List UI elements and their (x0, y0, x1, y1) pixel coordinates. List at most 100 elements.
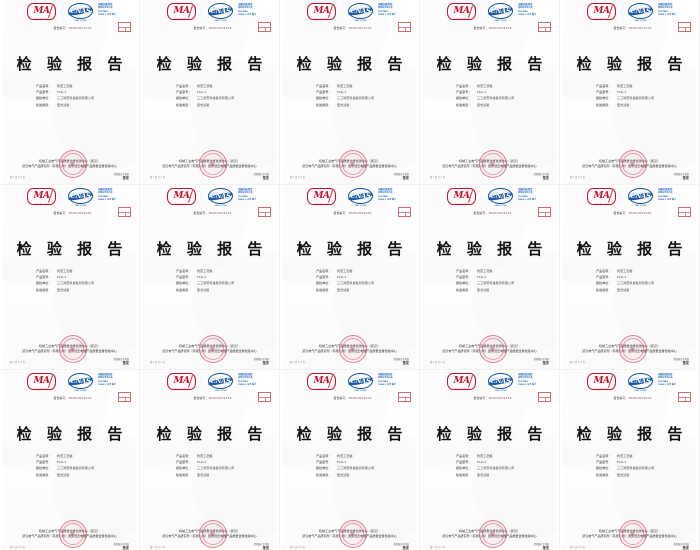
signature-label: 签发 (542, 546, 549, 550)
ma-logo-icon: MA 中国计量认证标志 (447, 3, 476, 21)
accreditation-line-1: 中国合格评定 (238, 3, 253, 6)
certificate-thumbnail[interactable]: MA 中国计量认证标志 CNAS CNAS 认可标识 中国合格评定 国家认可委员… (420, 185, 560, 370)
info-row: 产品型号： FLG-1 (176, 275, 234, 279)
ma-logo-subtext: 中国计量认证标志 (454, 390, 469, 391)
accreditation-line-2: 国家认可委员会 (658, 192, 673, 195)
certificate-thumbnail[interactable]: MA 中国计量认证标志 CNAS CNAS 认可标识 中国合格评定 国家认可委员… (0, 185, 140, 370)
accreditation-line-1: 中国合格评定 (658, 3, 673, 6)
page-title: 检 验 报 告 (576, 425, 688, 443)
certificate-thumbnail[interactable]: MA 中国计量认证标志 CNAS CNAS 认可标识 中国合格评定 国家认可委员… (140, 370, 280, 550)
logo-band: MA 中国计量认证标志 CNAS CNAS 认可标识 中国合格评定 国家认可委员… (143, 188, 276, 210)
org-line-2: 武汉电气产品研究所（有限公司）国家低压电器产品质量监督检验中心 (442, 164, 537, 168)
page-title: 检 验 报 告 (576, 55, 688, 73)
info-value: 防雷工况箱 (617, 269, 633, 273)
accreditation-line-1: 中国合格评定 (518, 3, 533, 6)
info-row: 产品型号： FLG-1 (456, 275, 514, 279)
certificate-thumbnail[interactable]: MA 中国计量认证标志 CNAS CNAS 认可标识 中国合格评定 国家认可委员… (560, 0, 700, 185)
info-label: 检验类别： (176, 102, 192, 107)
info-row: 报检单位： 三工防雷科技股份有限公司 (596, 466, 654, 470)
ma-logo-icon: MA 中国计量认证标志 (307, 3, 336, 21)
accreditation-text-block: 中国合格评定 国家认可委员会 TESTING CNAS L 认可 编号 (658, 373, 676, 387)
report-number-label: 报告编号： (333, 211, 349, 215)
page-number: 第 1 页 共 1 页 (290, 546, 306, 549)
info-value: 三工防雷科技股份有限公司 (57, 281, 95, 286)
certificate-thumbnail[interactable]: MA 中国计量认证标志 CNAS CNAS 认可标识 中国合格评定 国家认可委员… (560, 185, 700, 370)
ma-logo-text: MA (593, 6, 610, 16)
logo-band: MA 中国计量认证标志 CNAS CNAS 认可标识 中国合格评定 国家认可委员… (423, 373, 556, 395)
corner-stamp-box (118, 207, 131, 217)
report-number-value: TR2019072104 (488, 26, 512, 30)
accreditation-line-3: TESTING (238, 10, 248, 13)
info-value: 三工防雷科技股份有限公司 (477, 96, 515, 101)
ma-logo-subtext: 中国计量认证标志 (314, 205, 329, 206)
info-row: 报检单位： 三工防雷科技股份有限公司 (36, 466, 94, 470)
cnas-logo-subtext: CNAS 认可标识 (634, 20, 647, 22)
cnas-oval-shape (628, 373, 653, 389)
certificate-thumbnail[interactable]: MA 中国计量认证标志 CNAS CNAS 认可标识 中国合格评定 国家认可委员… (560, 370, 700, 550)
info-row: 报检单位： 三工防雷科技股份有限公司 (176, 96, 234, 100)
accreditation-line-2: 国家认可委员会 (518, 377, 533, 380)
signature-block: 检验报告专用章 签发 (674, 543, 689, 550)
seal-caption: 检验报告专用章 (393, 173, 409, 176)
info-row: 产品名称： 防雷工况箱 (36, 454, 94, 458)
certificate-thumbnail[interactable]: MA 中国计量认证标志 CNAS CNAS 认可标识 中国合格评定 国家认可委员… (420, 0, 560, 185)
info-label: 产品型号： (36, 275, 52, 280)
certificate-thumbnail[interactable]: MA 中国计量认证标志 CNAS CNAS 认可标识 中国合格评定 国家认可委员… (280, 0, 420, 185)
certificate-thumbnail[interactable]: MA 中国计量认证标志 CNAS CNAS 认可标识 中国合格评定 国家认可委员… (140, 0, 280, 185)
info-value: FLG-1 (197, 90, 207, 95)
report-number: 报告编号：TR2019072104 (423, 26, 556, 30)
certificate-thumbnail[interactable]: MA 中国计量认证标志 CNAS CNAS 认可标识 中国合格评定 国家认可委员… (140, 185, 280, 370)
report-number: 报告编号：TR2019072104 (143, 26, 276, 30)
accreditation-text-block: 中国合格评定 国家认可委员会 TESTING CNAS L 认可 编号 (238, 188, 256, 202)
certificate-page: MA 中国计量认证标志 CNAS CNAS 认可标识 中国合格评定 国家认可委员… (423, 0, 556, 185)
cnas-logo-icon: CNAS CNAS 认可标识 (348, 3, 373, 22)
info-value: 型式试验 (57, 102, 70, 107)
logo-band: MA 中国计量认证标志 CNAS CNAS 认可标识 中国合格评定 国家认可委员… (283, 3, 416, 25)
corner-stamp-box (678, 207, 691, 217)
signature-label: 签发 (402, 176, 409, 180)
info-row: 检验类别： 型式试验 (456, 473, 514, 477)
report-number: 报告编号：TR2019072104 (423, 211, 556, 215)
info-row: 产品名称： 防雷工况箱 (596, 454, 654, 458)
seal-caption: 检验报告专用章 (673, 173, 689, 176)
cnas-logo-subtext: CNAS 认可标识 (74, 205, 87, 207)
report-number-value: TR2019072104 (488, 211, 512, 215)
report-number-label: 报告编号： (53, 396, 69, 400)
certificate-thumbnail[interactable]: MA 中国计量认证标志 CNAS CNAS 认可标识 中国合格评定 国家认可委员… (0, 0, 140, 185)
signature-label: 签发 (682, 176, 689, 180)
org-line-2: 武汉电气产品研究所（有限公司）国家低压电器产品质量监督检验中心 (162, 164, 257, 168)
info-label: 产品名称： (176, 84, 192, 88)
info-value: 三工防雷科技股份有限公司 (617, 281, 655, 286)
cnas-logo-icon: CNAS CNAS 认可标识 (208, 373, 233, 392)
info-row: 检验类别： 型式试验 (176, 473, 234, 477)
issuing-organization: 机械工业电气产品质量监督检测中心（武汉） 武汉电气产品研究所（有限公司）国家低压… (3, 520, 136, 548)
product-info-block: 产品名称： 防雷工况箱 产品型号： FLG-1 报检单位： 三工防雷科技股份有限… (176, 84, 234, 107)
accreditation-line-2: 国家认可委员会 (238, 192, 253, 195)
report-number: 报告编号：TR2019072104 (423, 396, 556, 400)
certificate-page: MA 中国计量认证标志 CNAS CNAS 认可标识 中国合格评定 国家认可委员… (283, 0, 416, 185)
accreditation-text-block: 中国合格评定 国家认可委员会 TESTING CNAS L 认可 编号 (378, 373, 396, 387)
report-number-label: 报告编号： (53, 211, 69, 215)
cnas-logo-text: CNAS (70, 377, 91, 385)
certificate-thumbnail[interactable]: MA 中国计量认证标志 CNAS CNAS 认可标识 中国合格评定 国家认可委员… (280, 185, 420, 370)
info-label: 产品名称： (36, 269, 52, 273)
certificate-thumbnail[interactable]: MA 中国计量认证标志 CNAS CNAS 认可标识 中国合格评定 国家认可委员… (0, 370, 140, 550)
info-row: 检验类别： 型式试验 (596, 288, 654, 292)
cnas-logo-subtext: CNAS 认可标识 (74, 20, 87, 22)
report-number-value: TR2019072104 (68, 26, 92, 30)
info-value: FLG-1 (617, 275, 627, 280)
accreditation-line-4: CNAS L 认可 编号 (658, 14, 677, 17)
signature-label: 签发 (542, 176, 549, 180)
cnas-logo-subtext: CNAS 认可标识 (74, 390, 87, 392)
accreditation-line-2: 国家认可委员会 (658, 377, 673, 380)
org-line-1: 机械工业电气产品质量监督检测中心（武汉） (598, 529, 660, 533)
certificate-thumbnail[interactable]: MA 中国计量认证标志 CNAS CNAS 认可标识 中国合格评定 国家认可委员… (280, 370, 420, 550)
info-label: 报检单位： (316, 281, 332, 286)
seal-caption: 检验报告专用章 (533, 358, 549, 361)
info-value: FLG-1 (197, 460, 207, 465)
cnas-oval-shape (348, 3, 373, 19)
info-value: FLG-1 (197, 275, 207, 280)
certificate-thumbnail[interactable]: MA 中国计量认证标志 CNAS CNAS 认可标识 中国合格评定 国家认可委员… (420, 370, 560, 550)
cnas-logo-text: CNAS (70, 192, 91, 200)
info-value: 防雷工况箱 (337, 454, 353, 458)
